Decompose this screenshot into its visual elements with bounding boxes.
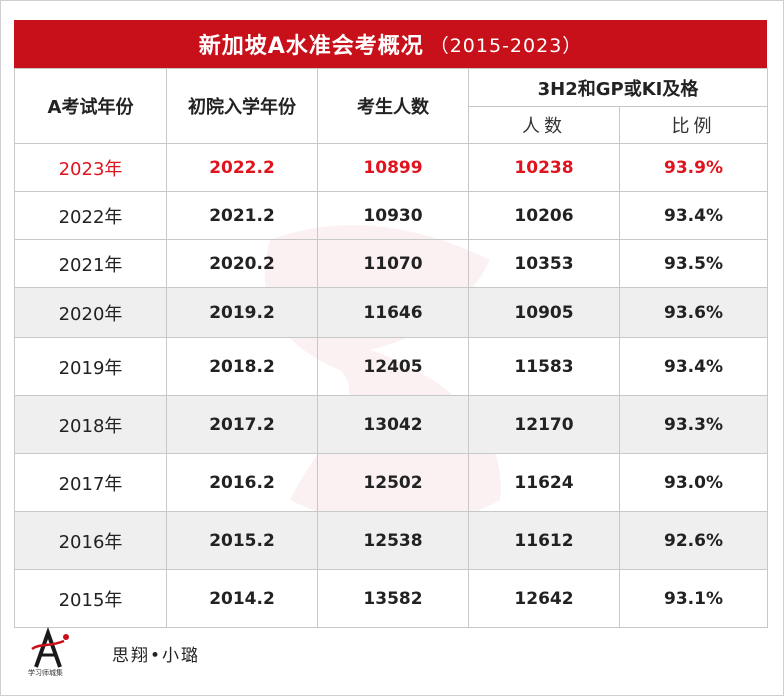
table-row: 2020年 2019.2 11646 10905 93.6% [14, 287, 769, 338]
cell-rate: 93.0% [618, 453, 769, 512]
cell-candidates: 10899 [317, 143, 469, 192]
cell-entry-year: 2014.2 [166, 569, 318, 628]
cell-rate: 92.6% [618, 511, 769, 570]
cell-passed: 12170 [468, 395, 620, 454]
cell-entry-year: 2022.2 [166, 143, 318, 192]
letter-a-logo-icon: 学习师城集 [14, 627, 86, 679]
cell-rate: 93.4% [618, 337, 769, 396]
cell-rate: 93.4% [618, 191, 769, 240]
table-row: 2022年 2021.2 10930 10206 93.4% [14, 191, 769, 240]
cell-passed: 10238 [468, 143, 620, 192]
cell-candidates: 13582 [317, 569, 469, 628]
cell-candidates: 12538 [317, 511, 469, 570]
cell-exam-year: 2017年 [14, 453, 167, 512]
table-row: 2021年 2020.2 11070 10353 93.5% [14, 239, 769, 288]
page-title: 新加坡A水准会考概况 [198, 34, 424, 59]
title-banner: 新加坡A水准会考概况 （2015-2023） [14, 20, 767, 68]
cell-passed: 10905 [468, 287, 620, 338]
signature: 思翔•小璐 [112, 645, 201, 666]
cell-entry-year: 2019.2 [166, 287, 318, 338]
header-pass-rate: 比例 [618, 106, 769, 144]
footer: 学习师城集 思翔•小璐 [14, 624, 767, 682]
cell-rate: 93.6% [618, 287, 769, 338]
table-row: 2018年 2017.2 13042 12170 93.3% [14, 395, 769, 454]
cell-exam-year: 2015年 [14, 569, 167, 628]
cell-exam-year: 2022年 [14, 191, 167, 240]
logo-caption: 学习师城集 [28, 669, 63, 677]
cell-entry-year: 2015.2 [166, 511, 318, 570]
cell-candidates: 12405 [317, 337, 469, 396]
header-exam-year: A考试年份 [14, 68, 167, 144]
cell-candidates: 11070 [317, 239, 469, 288]
cell-exam-year: 2018年 [14, 395, 167, 454]
cell-exam-year: 2021年 [14, 239, 167, 288]
cell-entry-year: 2021.2 [166, 191, 318, 240]
cell-candidates: 13042 [317, 395, 469, 454]
cell-rate: 93.5% [618, 239, 769, 288]
cell-rate: 93.9% [618, 143, 769, 192]
cell-rate: 93.3% [618, 395, 769, 454]
header-row: A考试年份 初院入学年份 考生人数 3H2和GP或KI及格 [14, 68, 769, 144]
header-pass-group: 3H2和GP或KI及格 [467, 68, 769, 107]
header-pass-count: 人数 [468, 106, 620, 144]
header-candidates: 考生人数 [317, 68, 469, 144]
cell-exam-year: 2019年 [14, 337, 167, 396]
cell-exam-year: 2023年 [14, 143, 167, 192]
table-row: 2016年 2015.2 12538 11612 92.6% [14, 511, 769, 570]
cell-candidates: 10930 [317, 191, 469, 240]
cell-candidates: 11646 [317, 287, 469, 338]
cell-entry-year: 2017.2 [166, 395, 318, 454]
table-row: 2015年 2014.2 13582 12642 93.1% [14, 569, 769, 628]
cell-entry-year: 2016.2 [166, 453, 318, 512]
cell-candidates: 12502 [317, 453, 469, 512]
cell-passed: 12642 [468, 569, 620, 628]
cell-passed: 11624 [468, 453, 620, 512]
cell-passed: 11583 [468, 337, 620, 396]
cell-passed: 10206 [468, 191, 620, 240]
page-subtitle: （2015-2023） [429, 34, 583, 57]
cell-entry-year: 2018.2 [166, 337, 318, 396]
table-row: 2017年 2016.2 12502 11624 93.0% [14, 453, 769, 512]
table-row: 2019年 2018.2 12405 11583 93.4% [14, 337, 769, 396]
subheader-row: 人数 比例 [15, 106, 769, 144]
cell-rate: 93.1% [618, 569, 769, 628]
table-row: 2023年 2022.2 10899 10238 93.9% [14, 143, 769, 192]
header-entry-year: 初院入学年份 [166, 68, 318, 144]
cell-passed: 11612 [468, 511, 620, 570]
cell-exam-year: 2016年 [14, 511, 167, 570]
cell-passed: 10353 [468, 239, 620, 288]
results-table: A考试年份 初院入学年份 考生人数 3H2和GP或KI及格 人数 比例 2023… [14, 68, 769, 628]
cell-exam-year: 2020年 [14, 287, 167, 338]
cell-entry-year: 2020.2 [166, 239, 318, 288]
